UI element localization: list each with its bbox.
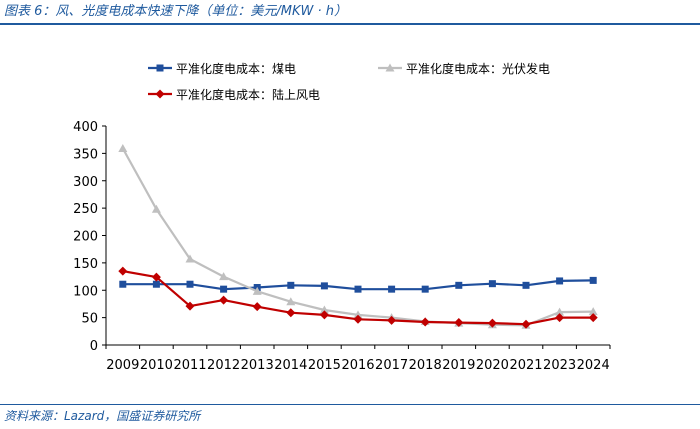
data-point-coal xyxy=(354,285,362,293)
x-tick-label: 2015 xyxy=(308,358,341,373)
x-tick-label: 2017 xyxy=(375,358,408,373)
data-point-wind xyxy=(151,272,161,282)
y-tick-label: 100 xyxy=(73,284,98,299)
data-point-wind xyxy=(286,308,296,318)
data-point-wind xyxy=(420,317,430,327)
data-point-coal xyxy=(320,282,328,290)
data-point-coal xyxy=(455,281,463,289)
data-point-solar xyxy=(555,307,565,316)
data-point-wind xyxy=(219,295,229,305)
data-point-solar xyxy=(319,305,329,314)
data-point-solar xyxy=(252,286,262,295)
data-point-solar xyxy=(286,297,296,306)
data-point-wind xyxy=(454,318,464,328)
data-point-solar xyxy=(353,310,363,319)
data-point-wind xyxy=(185,301,195,311)
legend-marker-solar xyxy=(385,63,395,72)
data-point-coal xyxy=(522,281,530,289)
x-tick-label: 2010 xyxy=(140,358,173,373)
data-point-wind xyxy=(252,302,262,312)
data-point-wind xyxy=(387,315,397,325)
y-tick-label: 150 xyxy=(73,257,98,272)
x-tick-label: 2012 xyxy=(207,358,240,373)
data-point-wind xyxy=(353,314,363,324)
y-tick-label: 50 xyxy=(81,312,98,327)
data-point-wind xyxy=(118,266,128,276)
legend-label-solar: 平准化度电成本：光伏发电 xyxy=(406,61,550,76)
data-point-wind xyxy=(555,313,565,323)
data-point-wind xyxy=(521,319,531,329)
source-rule xyxy=(0,404,700,405)
series-line-solar xyxy=(121,147,594,327)
y-tick-label: 0 xyxy=(90,339,98,354)
data-point-wind xyxy=(319,310,329,320)
data-point-coal xyxy=(556,277,564,285)
x-tick-label: 2016 xyxy=(341,358,374,373)
x-tick-label: 2018 xyxy=(409,358,442,373)
data-point-solar xyxy=(219,272,229,281)
figure-source: 资料来源：Lazard，国盛证券研究所 xyxy=(4,409,201,423)
legend-marker-wind xyxy=(155,89,165,99)
y-tick-label: 400 xyxy=(73,120,98,135)
x-tick-label: 2023 xyxy=(543,358,576,373)
x-tick-label: 2011 xyxy=(173,358,206,373)
x-tick-label: 2019 xyxy=(442,358,475,373)
data-point-coal xyxy=(388,285,396,293)
data-point-coal xyxy=(488,280,496,288)
x-tick-label: 2021 xyxy=(509,358,542,373)
data-point-solar xyxy=(118,143,128,152)
data-point-coal xyxy=(186,280,194,288)
data-point-wind xyxy=(588,313,598,323)
data-point-coal xyxy=(589,276,597,284)
y-tick-label: 300 xyxy=(73,175,98,190)
y-tick-label: 250 xyxy=(73,202,98,217)
legend-label-coal: 平准化度电成本：煤电 xyxy=(176,61,296,76)
data-point-coal xyxy=(152,280,160,288)
data-point-coal xyxy=(119,280,127,288)
legend-label-wind: 平准化度电成本：陆上风电 xyxy=(176,87,320,102)
x-tick-label: 2020 xyxy=(476,358,509,373)
data-point-coal xyxy=(421,285,429,293)
figure-title: 图表 6：风、光度电成本快速下降（单位：美元/MKW · h） xyxy=(4,4,348,19)
data-point-solar xyxy=(588,307,598,316)
y-tick-label: 350 xyxy=(73,147,98,162)
y-tick-label: 200 xyxy=(73,230,98,245)
data-point-solar xyxy=(151,204,161,213)
data-point-wind xyxy=(487,318,497,328)
x-tick-label: 2024 xyxy=(577,358,610,373)
x-tick-label: 2009 xyxy=(106,358,139,373)
x-tick-label: 2013 xyxy=(241,358,274,373)
legend-marker-coal xyxy=(156,64,164,72)
data-point-coal xyxy=(220,285,228,293)
data-point-coal xyxy=(287,281,295,289)
title-rule xyxy=(0,23,700,25)
x-tick-label: 2014 xyxy=(274,358,307,373)
data-point-solar xyxy=(185,254,195,263)
